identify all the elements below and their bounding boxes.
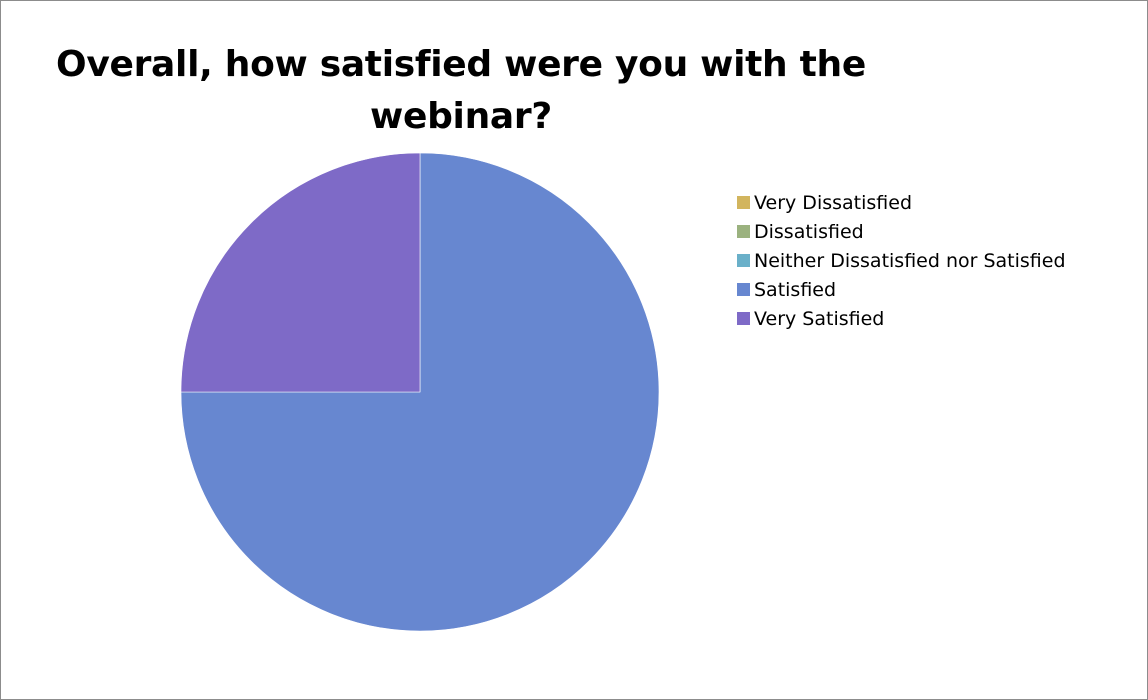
chart-title-line-2: webinar?	[370, 96, 552, 137]
legend-item-satisfied: Satisfied	[737, 275, 1066, 304]
legend-item-very-satisfied: Very Satisfied	[737, 304, 1066, 333]
legend-label-very-satisfied: Very Satisfied	[754, 307, 885, 330]
pie-slice-satisfied	[180, 152, 660, 632]
legend-swatch-satisfied	[737, 283, 750, 296]
legend-item-very-dissatisfied: Very Dissatisfied	[737, 188, 1066, 217]
legend-label-neither-dissatisfied-nor-satisfied: Neither Dissatisfied nor Satisfied	[754, 249, 1066, 272]
legend-label-dissatisfied: Dissatisfied	[754, 220, 864, 243]
legend-swatch-very-dissatisfied	[737, 196, 750, 209]
legend-item-dissatisfied: Dissatisfied	[737, 217, 1066, 246]
legend-swatch-very-satisfied	[737, 312, 750, 325]
chart-title: Overall, how satisfied were you with the…	[11, 39, 911, 143]
legend-swatch-dissatisfied	[737, 225, 750, 238]
legend-label-very-dissatisfied: Very Dissatisfied	[754, 191, 913, 214]
legend-label-satisfied: Satisfied	[754, 278, 837, 301]
pie-slice-very-satisfied	[180, 152, 421, 393]
legend-swatch-neither-dissatisfied-nor-satisfied	[737, 254, 750, 267]
chart-legend: Very Dissatisfied Dissatisfied Neither Dis…	[737, 188, 1066, 333]
legend-item-neither-dissatisfied-nor-satisfied: Neither Dissatisfied nor Satisfied	[737, 246, 1066, 275]
chart-title-line-1: Overall, how satisfied were you with the	[56, 44, 866, 85]
